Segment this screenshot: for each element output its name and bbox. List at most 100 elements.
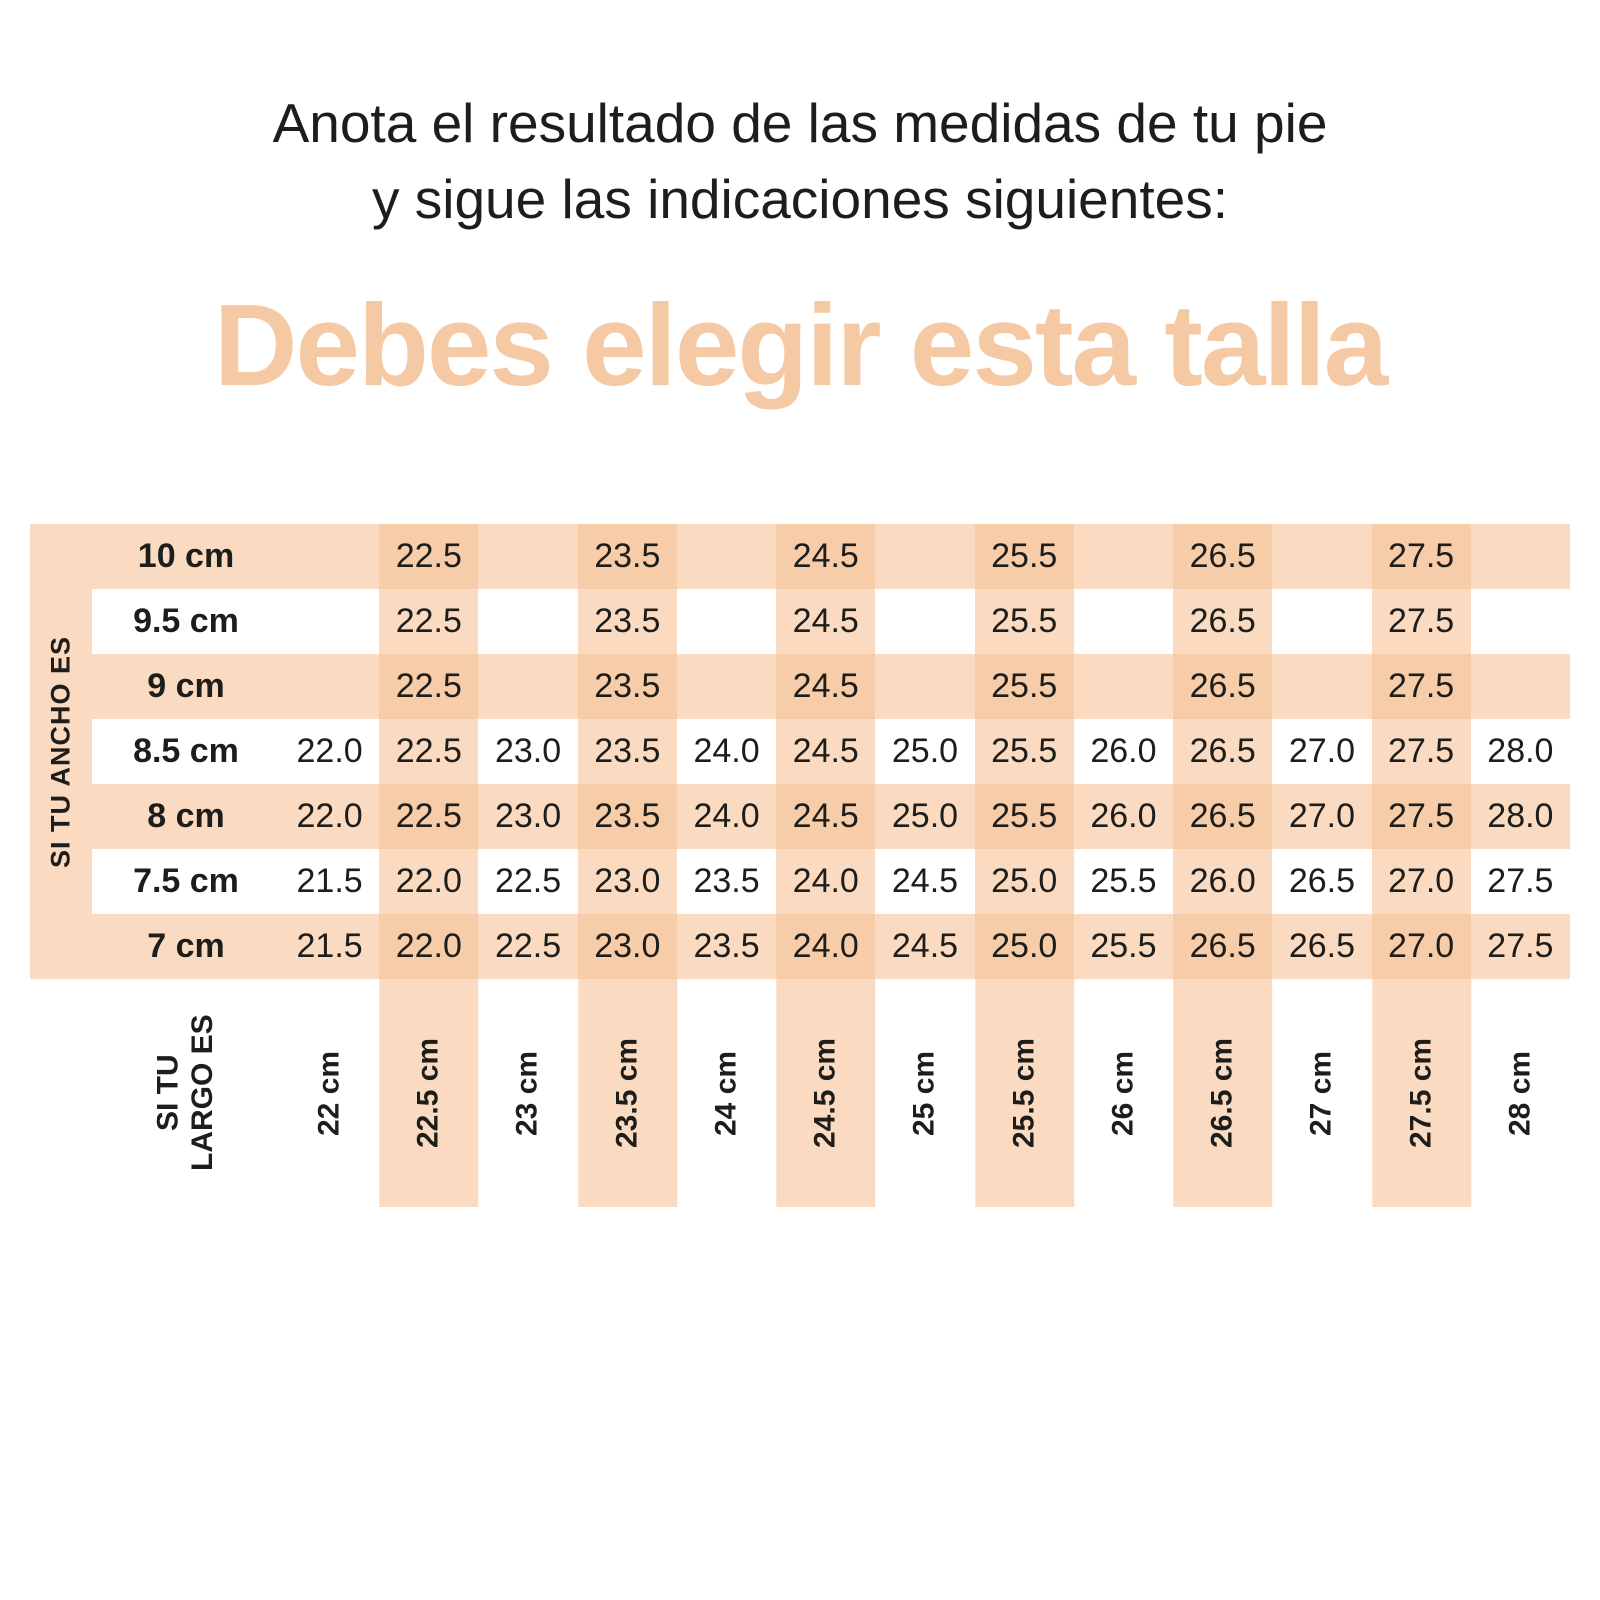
size-cell: 24.5 [891, 861, 959, 900]
size-cell: 24.0 [676, 783, 777, 849]
length-axis-label: SI TU LARGO ES [151, 1014, 220, 1172]
size-cell [1073, 523, 1174, 589]
size-cell [1470, 523, 1570, 589]
size-cell: 26.5 [1173, 523, 1273, 589]
size-cell [677, 589, 776, 654]
size-cell [1074, 589, 1173, 654]
size-cell: 27.5 [1487, 861, 1554, 900]
size-cell [1272, 653, 1372, 719]
size-cell: 26.5 [1272, 913, 1372, 979]
row-header-width: 9 cm [92, 653, 280, 719]
size-cell: 24.5 [776, 523, 876, 589]
size-cell: 21.5 [280, 913, 380, 979]
choose-size-heading: Debes elegir esta talla [213, 279, 1389, 410]
row-header-width: 8.5 cm [133, 731, 239, 770]
column-header-length: 24.5 cm [776, 978, 876, 1207]
column-header-length: 23 cm [510, 1050, 544, 1136]
size-cell [875, 589, 974, 654]
size-cell: 24.5 [776, 653, 876, 719]
size-cell: 27.0 [1288, 731, 1355, 770]
size-cell: 23.5 [577, 588, 677, 654]
size-cell [478, 523, 578, 589]
size-cell: 27.5 [1371, 718, 1471, 784]
size-cell: 27.0 [1272, 783, 1372, 849]
column-header-length: 26 cm [1106, 1050, 1140, 1136]
size-cell: 25.0 [974, 913, 1074, 979]
size-cell: 23.5 [577, 718, 677, 784]
size-cell: 22.5 [379, 588, 479, 654]
column-header-length: 24 cm [709, 1050, 743, 1136]
size-cell [280, 653, 380, 719]
size-cell [676, 523, 777, 589]
size-cell: 24.5 [776, 783, 876, 849]
size-cell: 25.5 [1090, 861, 1157, 900]
row-header-width: 8 cm [92, 783, 280, 849]
size-cell: 26.0 [1090, 731, 1157, 770]
size-cell: 27.5 [1371, 588, 1471, 654]
size-cell: 28.0 [1487, 731, 1554, 770]
size-cell [1470, 653, 1570, 719]
size-cell: 23.0 [478, 783, 578, 849]
size-cell: 25.5 [974, 523, 1074, 589]
size-cell: 23.0 [494, 731, 562, 770]
size-cell: 26.5 [1173, 913, 1273, 979]
size-cell: 27.5 [1371, 783, 1471, 849]
size-cell [875, 653, 975, 719]
size-cell: 23.0 [577, 913, 677, 979]
size-cell: 27.5 [1470, 913, 1570, 979]
size-cell: 25.0 [974, 848, 1074, 914]
column-header-length: 25 cm [907, 1050, 941, 1136]
size-cell: 25.5 [974, 588, 1074, 654]
size-cell: 24.0 [776, 848, 876, 914]
size-cell: 23.5 [577, 653, 677, 719]
size-cell [478, 653, 578, 719]
size-cell: 26.5 [1173, 653, 1273, 719]
size-cell [676, 653, 777, 719]
column-header-length: 25.5 cm [974, 978, 1074, 1207]
size-cell: 22.5 [379, 523, 479, 589]
size-cell: 27.5 [1371, 653, 1471, 719]
instructions: Anota el resultado de las medidas de tu … [0, 0, 1600, 238]
size-cell: 24.5 [776, 588, 876, 654]
size-cell [1272, 523, 1372, 589]
size-cell: 25.5 [974, 718, 1074, 784]
size-cell: 21.5 [296, 861, 363, 900]
size-cell: 22.5 [478, 913, 578, 979]
column-header-length: 23.5 cm [577, 978, 677, 1207]
row-header-width: 9.5 cm [133, 601, 239, 640]
size-table: SI TU ANCHO ES 10 cm 22.5 23.5 24.5 25.5 26.5 2… [30, 523, 1570, 1207]
size-cell: 23.5 [693, 861, 760, 900]
size-cell: 27.0 [1371, 913, 1471, 979]
size-cell: 26.0 [1173, 848, 1273, 914]
size-cell [875, 523, 975, 589]
size-cell: 24.0 [776, 913, 876, 979]
size-cell: 25.5 [974, 783, 1074, 849]
size-cell [280, 523, 380, 589]
row-header-width: 7 cm [92, 913, 280, 979]
size-cell: 25.0 [875, 783, 975, 849]
column-header-length: 22.5 cm [379, 978, 479, 1207]
size-cell: 25.0 [891, 731, 959, 770]
row-header-width: 7.5 cm [133, 861, 239, 900]
size-cell: 27.5 [1371, 523, 1471, 589]
column-header-length: 27 cm [1304, 1050, 1338, 1136]
size-cell: 27.0 [1371, 848, 1471, 914]
size-cell: 22.5 [379, 718, 479, 784]
size-cell: 22.0 [280, 783, 380, 849]
size-cell: 22.0 [379, 848, 479, 914]
size-cell: 24.5 [776, 718, 876, 784]
column-header-length: 27.5 cm [1371, 978, 1471, 1207]
size-cell [478, 589, 577, 654]
size-cell [1272, 589, 1371, 654]
instructions-line2: y sigue las indicaciones siguientes: [371, 167, 1229, 230]
size-cell: 23.5 [577, 523, 677, 589]
size-cell: 22.5 [494, 861, 562, 900]
row-header-width: 10 cm [92, 523, 280, 589]
size-cell: 26.5 [1173, 718, 1273, 784]
size-cell: 23.5 [676, 913, 777, 979]
size-cell: 28.0 [1470, 783, 1570, 849]
size-cell [1073, 653, 1174, 719]
size-cell: 26.5 [1173, 783, 1273, 849]
size-cell: 22.5 [379, 783, 479, 849]
size-cell: 26.0 [1073, 783, 1174, 849]
